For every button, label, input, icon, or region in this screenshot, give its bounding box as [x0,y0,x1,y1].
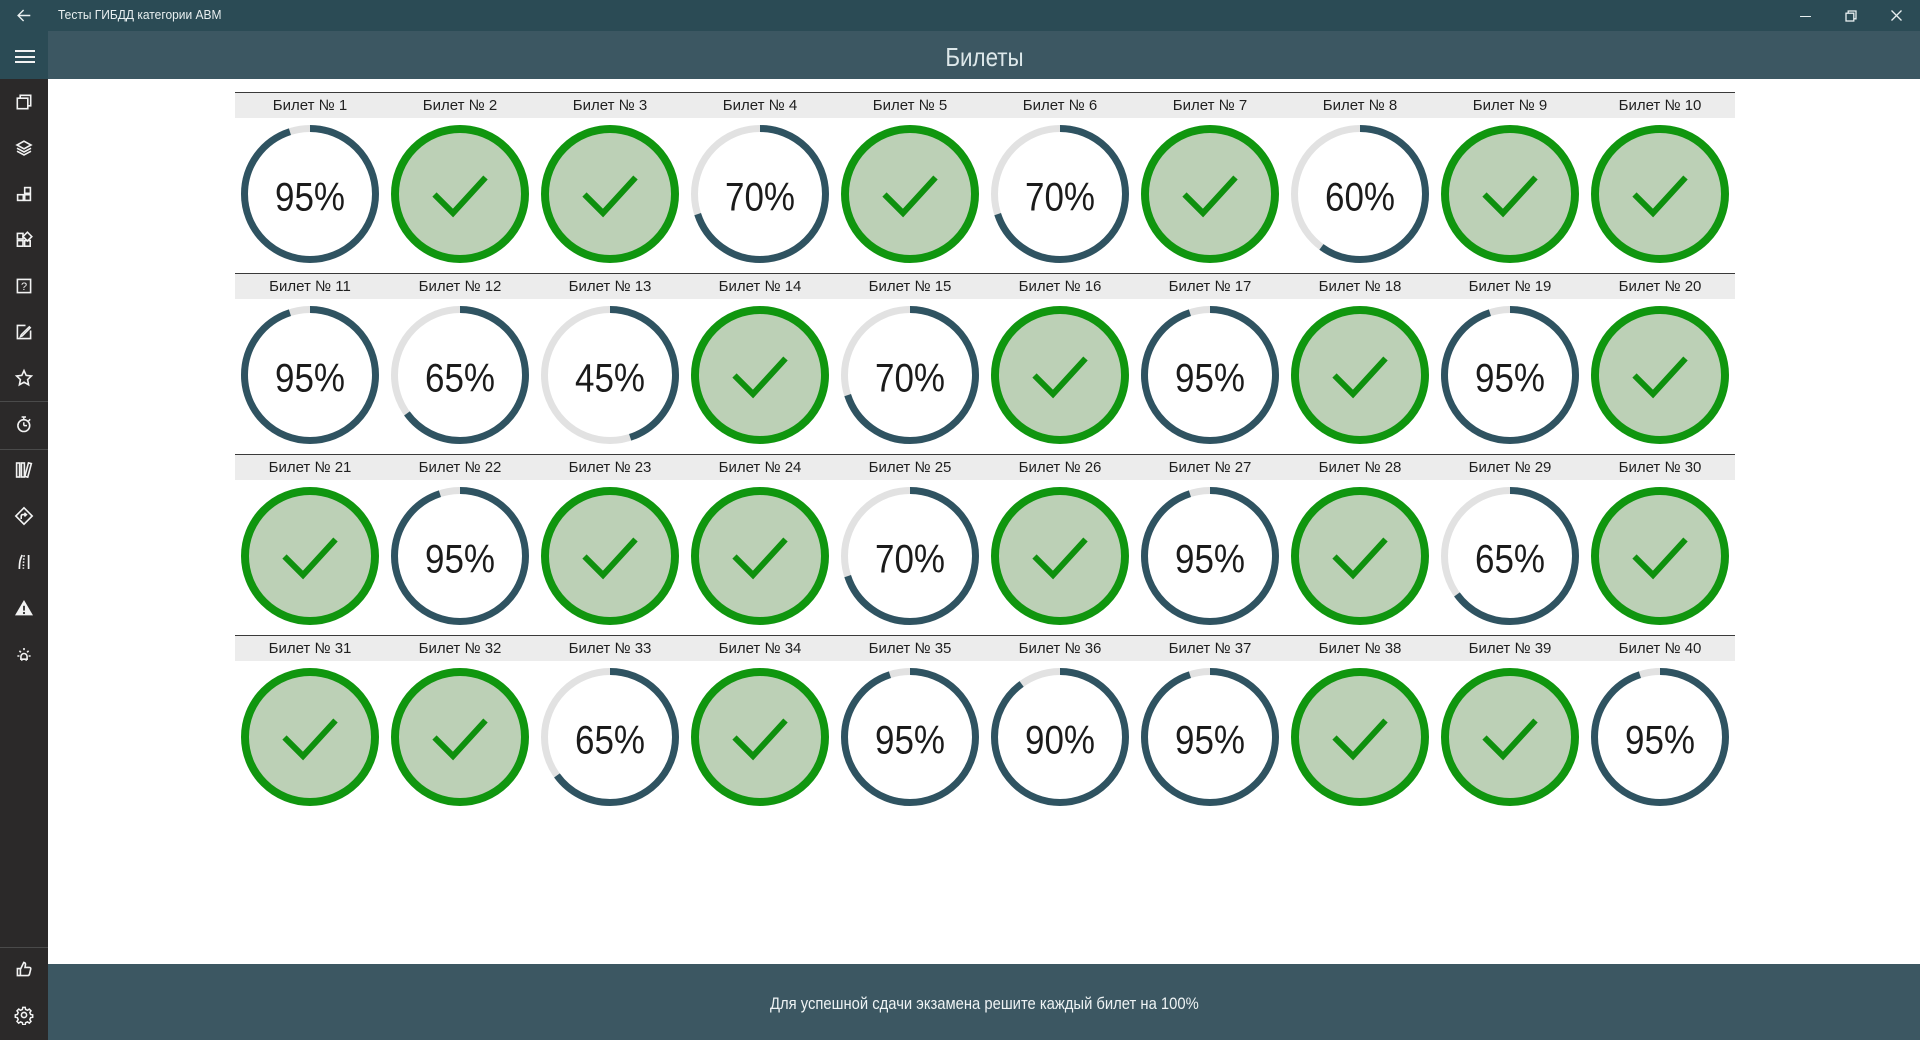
svg-text:60%: 60% [1325,176,1395,220]
svg-text:95%: 95% [1175,719,1245,763]
svg-text:95%: 95% [1475,357,1545,401]
svg-text:95%: 95% [1175,538,1245,582]
svg-text:?: ? [21,281,27,293]
svg-text:95%: 95% [875,719,945,763]
svg-text:65%: 65% [425,357,495,401]
svg-text:45%: 45% [575,357,645,401]
svg-text:95%: 95% [275,176,345,220]
svg-text:95%: 95% [1175,357,1245,401]
svg-text:90%: 90% [1025,719,1095,763]
svg-text:70%: 70% [875,538,945,582]
svg-text:65%: 65% [575,719,645,763]
svg-text:95%: 95% [425,538,495,582]
svg-text:70%: 70% [875,357,945,401]
svg-text:65%: 65% [1475,538,1545,582]
svg-text:70%: 70% [725,176,795,220]
svg-text:95%: 95% [275,357,345,401]
svg-text:70%: 70% [1025,176,1095,220]
svg-text:95%: 95% [1625,719,1695,763]
